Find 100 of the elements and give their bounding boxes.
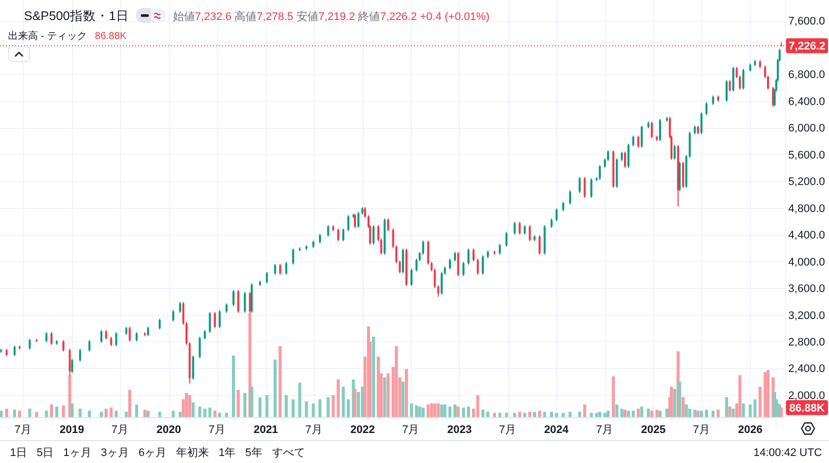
candlestick <box>620 151 623 162</box>
text: 6ヶ月 <box>138 447 167 459</box>
bar <box>655 410 658 417</box>
candlestick <box>632 135 634 147</box>
candlestick <box>179 302 182 314</box>
bar <box>410 403 413 417</box>
bar <box>440 404 444 417</box>
bar <box>418 406 422 417</box>
bar <box>401 382 404 417</box>
bar <box>612 376 615 417</box>
bar <box>467 406 470 417</box>
candlestick <box>556 208 558 222</box>
bar <box>265 395 268 417</box>
text: すべて <box>272 447 305 459</box>
bar <box>326 397 330 417</box>
bar <box>640 406 644 417</box>
bar <box>88 410 91 417</box>
y-tick-label: 4,800.0 <box>788 202 825 215</box>
bar <box>258 397 262 417</box>
y-tick-label: 2,800.0 <box>788 336 825 348</box>
bar <box>292 399 295 417</box>
bar <box>104 408 108 417</box>
bar <box>50 404 53 417</box>
candlestick <box>14 344 16 357</box>
bar <box>632 410 635 417</box>
candlestick <box>88 340 90 352</box>
bar <box>426 404 430 417</box>
bar <box>562 412 565 417</box>
x-tick-label: 2023 <box>447 424 472 436</box>
bar <box>448 406 452 417</box>
bar <box>203 408 206 417</box>
candlestick <box>208 312 211 334</box>
y-tick-label: 4,000.0 <box>788 256 825 268</box>
candlestick <box>192 355 194 380</box>
bar <box>332 395 335 417</box>
bar <box>383 377 386 417</box>
candlestick <box>659 118 662 142</box>
bar <box>55 406 58 417</box>
bar <box>430 403 434 417</box>
candlestick <box>347 214 350 232</box>
candlestick <box>427 240 430 266</box>
bar <box>243 393 246 417</box>
ref-line-label: 7,226.2 <box>788 40 826 53</box>
bar <box>688 408 692 417</box>
bar <box>476 395 480 417</box>
text: 14:00:42 UTC <box>754 447 822 459</box>
candlestick <box>372 224 375 246</box>
candlestick <box>514 221 516 236</box>
x-tick-label: 7月 <box>305 424 322 436</box>
bar <box>578 412 582 417</box>
x-tick-label: 2020 <box>156 424 181 436</box>
bar <box>538 410 542 417</box>
y-tick-label: 5,600.0 <box>788 149 825 162</box>
bar <box>135 404 138 417</box>
bar <box>443 404 446 417</box>
bar <box>124 412 128 417</box>
bar <box>590 412 593 417</box>
bar <box>158 412 162 417</box>
candlestick <box>637 135 640 148</box>
candlestick <box>738 75 741 90</box>
y-tick-label: 4,400.0 <box>788 230 825 242</box>
candlestick <box>248 292 251 314</box>
bar <box>146 410 150 417</box>
text: 1日 <box>10 447 28 459</box>
bar <box>684 404 688 417</box>
bar <box>143 410 146 417</box>
x-tick-label: 7月 <box>208 424 226 436</box>
candlestick <box>62 340 64 352</box>
x-tick-label: 7月 <box>596 424 614 436</box>
candlestick <box>128 326 131 342</box>
candlestick <box>682 161 684 188</box>
candlestick <box>232 290 234 307</box>
bar <box>732 408 735 417</box>
bar <box>70 403 74 417</box>
bar <box>236 390 240 417</box>
candlestick <box>440 271 443 296</box>
candlestick <box>712 95 714 106</box>
candlestick <box>172 310 174 322</box>
y-tick-label: 2,400.0 <box>788 363 825 376</box>
bar <box>518 412 522 417</box>
candlestick <box>274 263 276 276</box>
bar <box>728 406 732 417</box>
candlestick <box>550 218 553 228</box>
candlestick <box>285 261 288 276</box>
x-tick-label: 7月 <box>498 424 516 436</box>
candlestick <box>79 348 82 362</box>
x-tick-label: 2026 <box>738 424 762 436</box>
bar <box>213 410 216 417</box>
bar <box>462 408 465 417</box>
candlestick <box>528 224 531 242</box>
x-tick-label: 7月 <box>111 424 128 436</box>
bar <box>188 395 192 417</box>
candlestick <box>448 258 451 270</box>
bar <box>658 410 662 417</box>
text: 86.88K <box>789 402 825 415</box>
bar <box>725 397 728 417</box>
bar <box>248 312 252 417</box>
candlestick <box>742 68 744 90</box>
bar <box>436 403 440 417</box>
bar <box>422 408 425 417</box>
